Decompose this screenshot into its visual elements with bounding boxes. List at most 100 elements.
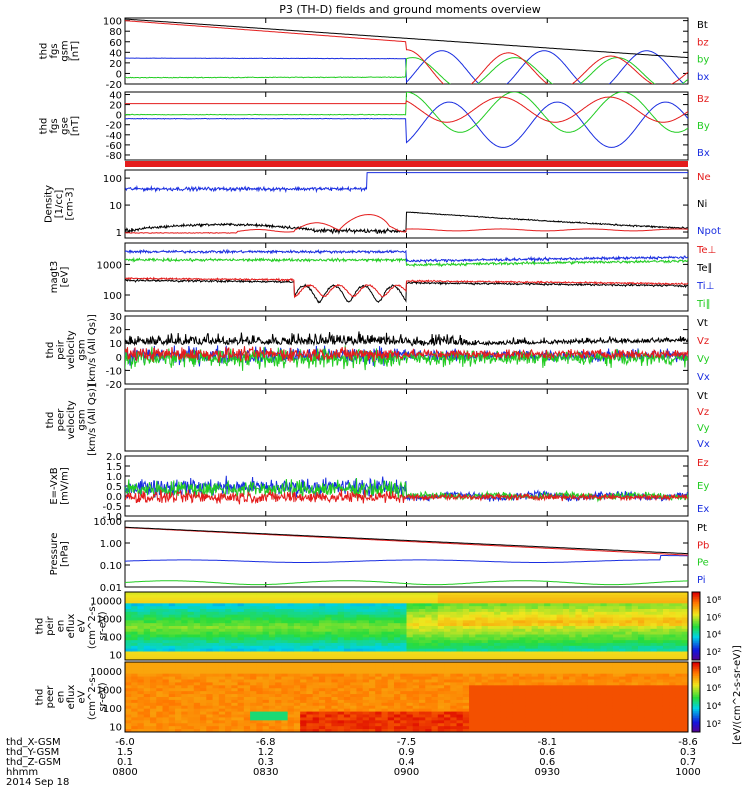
y-tick-label: 0.10: [100, 561, 122, 572]
y-tick-label: 0: [116, 111, 122, 122]
y-tick-label: 20: [109, 326, 122, 337]
x-tick-label: 0.6: [539, 757, 555, 768]
y-axis-label: gsm: [59, 40, 70, 61]
panel-6: thd peer velocity gsm [km/s (All Qs)] Vt Vz Vy V…: [45, 384, 710, 456]
y-tick-label: 10.00: [93, 517, 122, 528]
y-tick-label: 20: [109, 101, 122, 112]
colorbar-tick-label: 10⁸: [706, 666, 721, 676]
y-axis-label: sr-eV): [98, 682, 109, 711]
y-axis-label: en: [56, 620, 67, 633]
series-line-by: [125, 57, 688, 84]
x-tick-label: 0.4: [399, 757, 415, 768]
colorbar: 10² 10⁴ 10⁶ 10⁸: [691, 661, 721, 733]
series-line-ez: [125, 488, 688, 505]
series-line-teperp: [125, 276, 688, 299]
legend-entry: Ti∥: [696, 299, 711, 310]
legend-entry: Vx: [697, 372, 710, 383]
y-tick-label: 30: [109, 312, 122, 323]
y-tick-label: 1000: [97, 260, 122, 271]
status-bar: [125, 161, 688, 167]
series-line-tiperp: [125, 248, 688, 264]
legend-entry: Te∥: [696, 263, 713, 274]
y-axis-label: en: [56, 691, 67, 704]
y-axis-label: [nT]: [70, 116, 81, 136]
y-tick-label: 100: [103, 174, 122, 185]
x-tick-label: 0.1: [117, 757, 133, 768]
y-tick-label: 1: [116, 228, 122, 239]
panel-4: magt3 [eV] 100 1000 Te⊥ Te∥ Ti⊥ Ti∥: [49, 242, 716, 312]
x-tick-label: 1.2: [258, 747, 274, 758]
y-tick-label: -20: [106, 80, 122, 91]
x-axis-row-label: thd_Z-GSM: [6, 757, 61, 768]
colorbar-tick-label: 10⁴: [706, 631, 721, 641]
legend-entry: Te⊥: [696, 245, 716, 256]
y-axis-label: thd: [38, 43, 49, 60]
colorbar-tick-label: 10⁴: [706, 702, 721, 712]
legend-entry: Pb: [697, 540, 709, 551]
y-tick-label: 1.5: [106, 462, 122, 473]
legend-entry: Ey: [697, 481, 709, 492]
y-tick-label: 0: [116, 69, 122, 80]
y-tick-label: 1000: [97, 615, 122, 626]
x-tick-label: 0.7: [680, 757, 696, 768]
legend-entry: Npot: [697, 226, 721, 237]
panel-frame: [124, 388, 689, 452]
x-axis-labels: thd_X-GSM -6.0 -6.8 -7.5 -8.1 -8.6 thd_Y-GSM 1.…: [6, 737, 701, 788]
y-axis-label: fgs: [49, 43, 60, 58]
x-axis-row-label: hhmm: [6, 767, 38, 778]
y-tick-label: -1.0: [102, 512, 122, 523]
x-tick-label: 0.3: [680, 747, 696, 758]
y-tick-label: 10: [109, 651, 122, 662]
series-line-pi: [125, 555, 688, 563]
date-label: 2014 Sep 18: [6, 777, 69, 788]
y-axis-label: thd: [38, 118, 49, 135]
y-tick-label: 10: [109, 722, 122, 733]
series-line-bz: [125, 20, 688, 84]
y-axis-label: thd: [45, 342, 56, 359]
legend-entry: Bt: [697, 20, 708, 31]
y-axis-label: [1/cc]: [54, 190, 65, 219]
series-line-vt: [125, 331, 688, 347]
y-tick-label: 40: [109, 48, 122, 59]
y-axis-label: sr-eV): [98, 611, 109, 640]
x-tick-label: -7.5: [397, 737, 417, 748]
series-line-npot: [125, 172, 688, 194]
legend-entry: Vx: [697, 439, 710, 450]
legend-entry: bx: [697, 72, 709, 83]
y-tick-label: 0: [116, 353, 122, 364]
y-tick-label: 40: [109, 91, 122, 102]
y-axis-label: peir: [45, 615, 56, 635]
series-line-bx: [125, 50, 685, 84]
legend-entry: Pe: [697, 558, 709, 569]
y-axis-label: [km/s (All Qs)]: [87, 384, 98, 456]
legend-entry: Vy: [697, 354, 710, 365]
panel-8: Pressure [nPa] 0.01 0.10 1.00 10.00 Pt Pb Pe Pi: [49, 517, 710, 594]
y-tick-label: -40: [106, 131, 122, 142]
colorbar: 10² 10⁴ 10⁶ 10⁸: [691, 591, 721, 661]
y-tick-label: -80: [106, 151, 122, 162]
x-tick-label: 0830: [253, 767, 278, 778]
y-axis-label: gse: [59, 117, 70, 135]
legend-entry: Vy: [697, 423, 710, 434]
colorbar-label: [eV/(cm^2-s-sr-eV)]: [732, 645, 743, 745]
legend-entry: by: [697, 55, 709, 66]
y-tick-label: 0.0: [106, 492, 122, 503]
colorbar-tick-label: 10⁶: [706, 684, 721, 694]
plot-title: P3 (TH-D) fields and ground moments over…: [279, 3, 541, 16]
colorbar-tick-label: 10²: [706, 648, 721, 658]
y-tick-label: 100: [103, 291, 122, 302]
x-tick-label: 0900: [394, 767, 419, 778]
series-line-pe: [125, 580, 688, 586]
x-tick-label: 0930: [535, 767, 560, 778]
series-line-vy: [125, 345, 688, 371]
series-line-Bz: [125, 96, 688, 123]
y-tick-label: 100: [103, 704, 122, 715]
colorbar-tick-label: 10⁶: [706, 613, 721, 623]
y-tick-label: 1.0: [106, 472, 122, 483]
y-tick-label: 60: [109, 38, 122, 49]
y-axis-label: (cm^2-s-: [87, 602, 98, 649]
series-line-tipar: [125, 256, 688, 268]
y-axis-label: eV: [77, 690, 88, 703]
x-tick-label: 0.9: [399, 747, 415, 758]
